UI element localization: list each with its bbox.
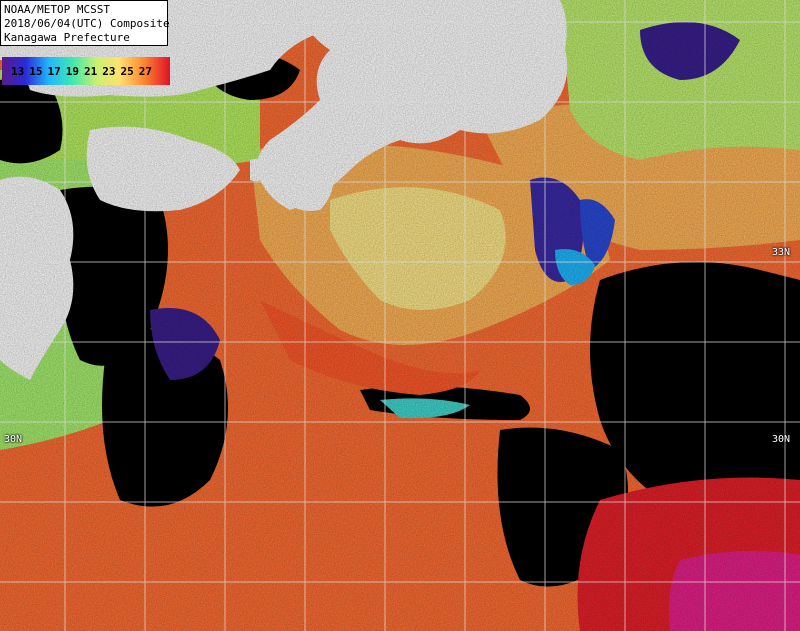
legend-value: 19: [65, 64, 79, 78]
temperature-legend: 13 15 17 19 21 23 25 27: [2, 57, 170, 85]
legend-value: 15: [29, 64, 43, 78]
legend-value: 25: [120, 64, 134, 78]
legend-value: 23: [102, 64, 116, 78]
legend-value: 21: [84, 64, 98, 78]
latitude-label-30n-left: 30N: [4, 434, 23, 445]
title-line-3: Kanagawa Prefecture: [4, 31, 130, 44]
legend-value: 13: [11, 64, 25, 78]
legend-value: 27: [138, 64, 152, 78]
title-box: NOAA/METOP MCSST 2018/06/04(UTC) Composi…: [0, 0, 170, 46]
legend-value: 17: [47, 64, 61, 78]
latitude-label-33n: 33N: [772, 247, 791, 258]
latitude-label-30n-right: 30N: [772, 434, 791, 445]
legend-colorbar: [2, 57, 170, 85]
title-line-2: 2018/06/04(UTC) Composite: [4, 17, 170, 30]
title-line-1: NOAA/METOP MCSST: [4, 3, 110, 16]
